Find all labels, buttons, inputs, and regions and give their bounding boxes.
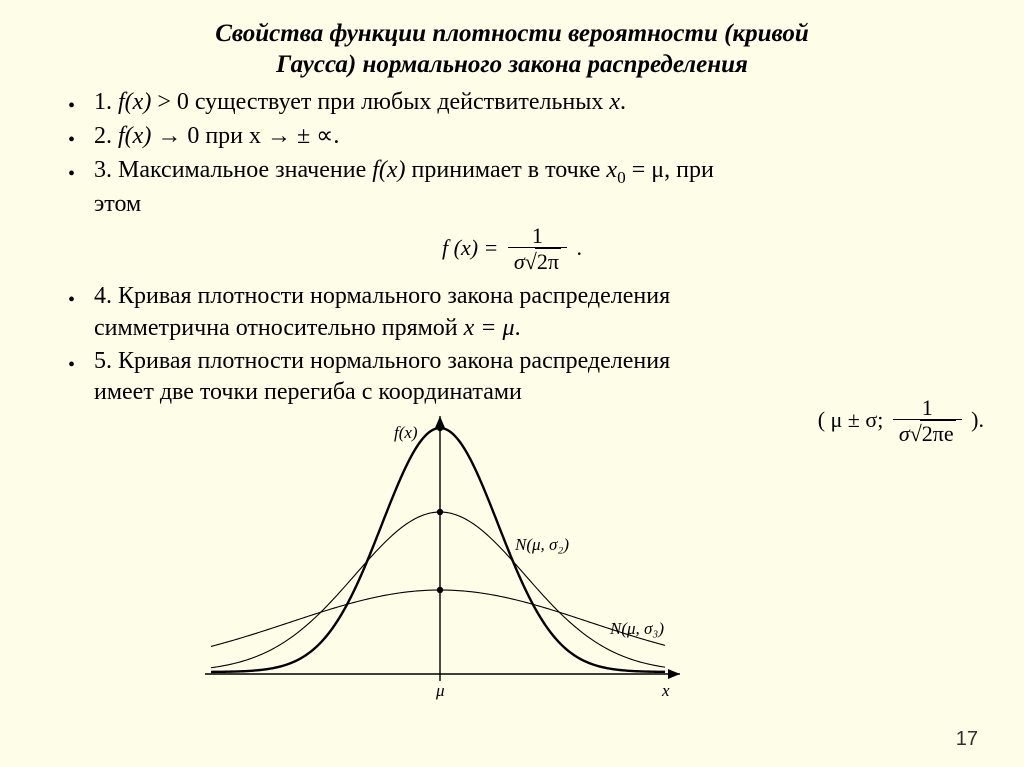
- item-2: 2. f(x) → 0 при x → ± ∝.: [94, 121, 964, 152]
- curve-label-sigma3: N(μ, σ₃): [609, 619, 664, 638]
- title-line2: Гаусса) нормального закона распределения: [276, 51, 748, 78]
- bullet-dot: •: [68, 87, 94, 119]
- item-1: 1. f(x) > 0 существует при любых действи…: [94, 87, 964, 118]
- gaussian-chart: f(x) x μ N(μ, σ₂) N(μ, σ₃): [180, 404, 700, 709]
- properties-list-2: • 4. Кривая плотности нормального закона…: [68, 281, 964, 408]
- page-number: 17: [956, 728, 978, 751]
- formula-max: f (x) = 1 σ√2π .: [60, 224, 964, 275]
- curve-label-sigma2: N(μ, σ₂): [514, 535, 569, 554]
- axis-label-y: f(x): [394, 423, 418, 442]
- bullet-dot: •: [68, 281, 94, 313]
- bullet-dot: •: [68, 155, 94, 187]
- title-line1: Свойства функции плотности вероятности (…: [215, 20, 809, 47]
- item-4: 4. Кривая плотности нормального закона р…: [94, 281, 964, 343]
- properties-list: • 1. f(x) > 0 существует при любых дейст…: [68, 87, 964, 220]
- formula-inflection: ( μ ± σ; 1 σ√2πe ).: [818, 396, 984, 447]
- bullet-dot: •: [68, 346, 94, 378]
- bullet-dot: •: [68, 121, 94, 153]
- axis-label-x: x: [661, 681, 670, 700]
- mu-label: μ: [435, 681, 445, 700]
- item-3: 3. Максимальное значение f(x) принимает …: [94, 155, 964, 220]
